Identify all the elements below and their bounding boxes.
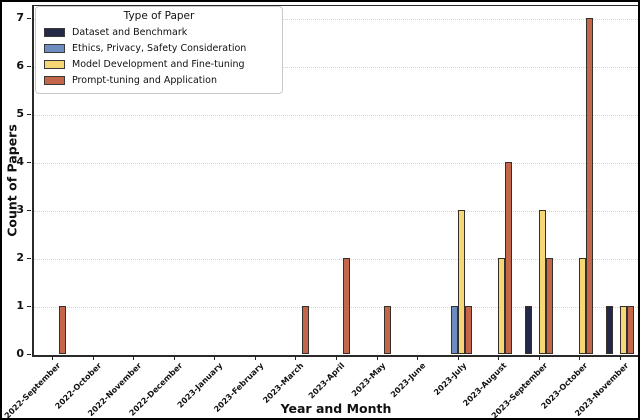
x-tick-label-8: 2023-May xyxy=(349,361,387,399)
bar-2023-November-dataset xyxy=(605,305,613,354)
legend-label: Ethics, Privacy, Safety Consideration xyxy=(72,42,247,54)
gridline-y-6 xyxy=(34,66,638,68)
x-tick-7 xyxy=(336,356,337,360)
bar-2023-August-prompt-tuning xyxy=(505,161,513,354)
x-tick-13 xyxy=(579,356,581,360)
y-tick-4 xyxy=(27,161,31,163)
x-tick-3 xyxy=(173,356,175,360)
y-tick-label-7: 7 xyxy=(16,10,24,24)
bar-2023-March-prompt-tuning xyxy=(302,305,310,354)
legend-row-1: Ethics, Privacy, Safety Consideration xyxy=(44,40,274,56)
bar-2023-July-ethics, xyxy=(450,305,458,354)
x-tick-4 xyxy=(214,356,216,360)
bar-2023-October-model xyxy=(579,257,587,354)
y-axis-label: Count of Papers xyxy=(4,124,20,237)
x-tick-0 xyxy=(52,356,54,360)
x-tick-5 xyxy=(254,356,256,360)
x-tick-label-9: 2023-June xyxy=(388,361,428,400)
y-tick-5 xyxy=(27,113,31,115)
bar-2023-May-prompt-tuning xyxy=(383,305,391,354)
bar-2023-September-model xyxy=(538,209,546,354)
y-tick-label-4: 4 xyxy=(16,154,24,168)
legend-row-0: Dataset and Benchmark xyxy=(44,24,274,40)
y-tick-label-0: 0 xyxy=(16,347,24,360)
bar-2023-July-prompt-tuning xyxy=(464,305,472,354)
legend-label: Model Development and Fine-tuning xyxy=(72,58,245,70)
bar-2023-August-model xyxy=(498,257,506,354)
legend: Type of Paper Dataset and Benchmark Ethic… xyxy=(35,6,283,94)
gridline-y-2 xyxy=(34,258,638,260)
x-tick-9 xyxy=(417,356,419,360)
legend-swatch-icon xyxy=(44,59,65,69)
bar-2023-October-prompt-tuning xyxy=(586,17,594,354)
x-tick-label-0: 2022-September xyxy=(3,361,63,420)
y-tick-label-6: 6 xyxy=(16,58,24,72)
bar-2023-April-prompt-tuning xyxy=(343,257,350,354)
x-tick-6 xyxy=(295,356,297,360)
y-tick-label-2: 2 xyxy=(16,250,24,264)
bar-2023-September-dataset xyxy=(524,305,532,354)
gridline-y-3 xyxy=(34,210,638,212)
legend-label: Dataset and Benchmark xyxy=(72,26,188,38)
x-tick-label-10: 2023-July xyxy=(431,361,468,398)
x-tick-1 xyxy=(92,356,94,360)
y-tick-3 xyxy=(27,209,31,211)
x-tick-10 xyxy=(457,356,459,360)
x-tick-8 xyxy=(376,356,378,360)
x-tick-11 xyxy=(498,356,500,360)
gridline-y-7 xyxy=(34,18,638,20)
bar-2023-September-prompt-tuning xyxy=(545,257,553,354)
y-tick-label-1: 1 xyxy=(16,298,24,312)
x-tick-14 xyxy=(619,356,621,360)
legend-swatch-icon xyxy=(44,43,65,53)
y-tick-7 xyxy=(27,17,31,19)
y-tick-1 xyxy=(27,305,31,307)
bar-2023-November-model xyxy=(619,305,627,354)
legend-row-3: Prompt-tuning and Application xyxy=(44,72,274,88)
gridline-y-4 xyxy=(34,162,638,164)
bar-2022-September-prompt-tuning xyxy=(59,305,67,354)
legend-swatch-icon xyxy=(44,27,65,37)
bar-2023-November-prompt-tuning xyxy=(626,305,634,354)
y-tick-0 xyxy=(27,354,31,355)
gridline-y-5 xyxy=(34,114,638,116)
y-tick-label-5: 5 xyxy=(16,106,24,120)
x-tick-12 xyxy=(538,356,540,360)
y-tick-2 xyxy=(27,257,31,259)
legend-rows: Dataset and Benchmark Ethics, Privacy, Sa… xyxy=(44,24,274,88)
x-tick-label-7: 2023-April xyxy=(306,361,347,401)
x-tick-2 xyxy=(133,356,135,360)
y-tick-label-3: 3 xyxy=(16,202,24,216)
y-tick-6 xyxy=(27,65,31,67)
x-tick-label-6: 2023-March xyxy=(261,361,306,406)
gridline-y-1 xyxy=(34,306,638,308)
bar-2023-July-model xyxy=(457,209,465,354)
legend-swatch-icon xyxy=(44,75,65,85)
x-axis-label: Year and Month xyxy=(280,401,392,416)
legend-title: Type of Paper xyxy=(123,10,195,22)
legend-row-2: Model Development and Fine-tuning xyxy=(44,56,274,72)
legend-label: Prompt-tuning and Application xyxy=(72,74,217,86)
